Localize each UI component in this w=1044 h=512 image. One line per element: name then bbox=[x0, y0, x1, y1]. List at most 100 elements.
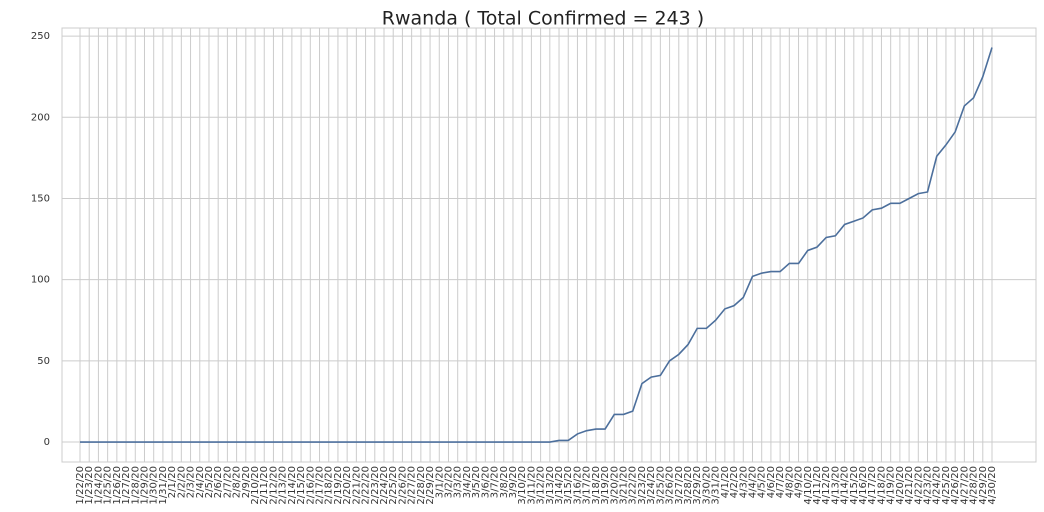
x-tick-label: 4/12/20 bbox=[821, 466, 832, 505]
x-tick-label: 3/24/20 bbox=[646, 466, 657, 505]
x-tick-label: 3/10/20 bbox=[517, 466, 528, 505]
x-tick-label: 2/29/20 bbox=[425, 466, 436, 505]
x-tick-label: 4/6/20 bbox=[766, 466, 777, 498]
x-tick-label: 2/13/20 bbox=[278, 466, 289, 505]
x-tick-label: 2/14/20 bbox=[287, 466, 298, 505]
x-tick-label: 3/13/20 bbox=[545, 466, 556, 505]
chart-title: Rwanda ( Total Confirmed = 243 ) bbox=[382, 8, 704, 30]
x-tick-label: 4/5/20 bbox=[757, 466, 768, 498]
x-tick-label: 3/21/20 bbox=[619, 466, 630, 505]
x-tick-label: 4/14/20 bbox=[840, 466, 851, 505]
x-tick-label: 4/25/20 bbox=[941, 466, 952, 505]
x-tick-label: 3/26/20 bbox=[665, 466, 676, 505]
x-tick-label: 1/27/20 bbox=[121, 466, 132, 505]
x-tick-label: 4/16/20 bbox=[858, 466, 869, 505]
x-tick-label: 1/28/20 bbox=[130, 466, 141, 505]
x-tick-label: 3/29/20 bbox=[692, 466, 703, 505]
x-tick-label: 1/30/20 bbox=[149, 466, 160, 505]
x-tick-label: 3/28/20 bbox=[683, 466, 694, 505]
x-tick-label: 4/22/20 bbox=[913, 466, 924, 505]
x-tick-label: 2/21/20 bbox=[351, 466, 362, 505]
x-tick-label: 3/31/20 bbox=[711, 466, 722, 505]
x-tick-label: 4/29/20 bbox=[978, 466, 989, 505]
x-tick-label: 1/29/20 bbox=[139, 466, 150, 505]
x-tick-label: 3/18/20 bbox=[591, 466, 602, 505]
x-tick-label: 1/26/20 bbox=[112, 466, 123, 505]
x-tick-label: 3/23/20 bbox=[637, 466, 648, 505]
x-tick-label: 4/24/20 bbox=[932, 466, 943, 505]
x-tick-label: 4/18/20 bbox=[876, 466, 887, 505]
x-tick-label: 4/17/20 bbox=[867, 466, 878, 505]
y-tick-label: 150 bbox=[31, 193, 50, 204]
x-tick-label: 2/7/20 bbox=[222, 466, 233, 498]
x-tick-label: 4/21/20 bbox=[904, 466, 915, 505]
y-tick-label: 100 bbox=[31, 275, 50, 286]
x-tick-label: 3/19/20 bbox=[600, 466, 611, 505]
x-tick-label: 4/1/20 bbox=[720, 466, 731, 498]
x-tick-label: 2/15/20 bbox=[296, 466, 307, 505]
y-tick-label: 0 bbox=[44, 437, 50, 448]
x-tick-label: 2/2/20 bbox=[176, 466, 187, 498]
x-tick-label: 4/27/20 bbox=[959, 466, 970, 505]
x-tick-label: 3/16/20 bbox=[572, 466, 583, 505]
x-tick-label: 2/25/20 bbox=[388, 466, 399, 505]
x-tick-label: 4/13/20 bbox=[830, 466, 841, 505]
y-tick-label: 250 bbox=[31, 31, 50, 42]
x-tick-label: 2/11/20 bbox=[259, 466, 270, 505]
x-tick-label: 2/9/20 bbox=[241, 466, 252, 498]
x-tick-label: 2/27/20 bbox=[407, 466, 418, 505]
x-tick-label: 3/30/20 bbox=[701, 466, 712, 505]
x-tick-label: 2/17/20 bbox=[315, 466, 326, 505]
x-tick-label: 4/10/20 bbox=[803, 466, 814, 505]
x-tick-label: 2/1/20 bbox=[167, 466, 178, 498]
x-tick-label: 1/24/20 bbox=[93, 466, 104, 505]
x-tick-label: 4/23/20 bbox=[923, 466, 934, 505]
x-tick-label: 3/6/20 bbox=[480, 466, 491, 498]
x-tick-label: 2/26/20 bbox=[397, 466, 408, 505]
x-tick-label: 4/3/20 bbox=[738, 466, 749, 498]
x-tick-label: 4/26/20 bbox=[950, 466, 961, 505]
x-tick-label: 3/8/20 bbox=[499, 466, 510, 498]
y-tick-label: 50 bbox=[37, 356, 50, 367]
x-tick-label: 4/20/20 bbox=[895, 466, 906, 505]
x-tick-label: 4/15/20 bbox=[849, 466, 860, 505]
x-tick-label: 4/2/20 bbox=[729, 466, 740, 498]
x-tick-label: 3/27/20 bbox=[674, 466, 685, 505]
x-tick-label: 1/23/20 bbox=[84, 466, 95, 505]
data-line bbox=[80, 47, 993, 443]
x-tick-label: 4/4/20 bbox=[747, 466, 758, 498]
x-tick-label: 1/31/20 bbox=[158, 466, 169, 505]
x-tick-label: 3/25/20 bbox=[655, 466, 666, 505]
x-tick-label: 2/8/20 bbox=[232, 466, 243, 498]
x-tick-label: 2/23/20 bbox=[370, 466, 381, 505]
x-tick-label: 4/8/20 bbox=[784, 466, 795, 498]
x-tick-label: 2/4/20 bbox=[195, 466, 206, 498]
x-tick-label: 2/20/20 bbox=[342, 466, 353, 505]
x-tick-label: 1/25/20 bbox=[103, 466, 114, 505]
x-tick-label: 2/6/20 bbox=[213, 466, 224, 498]
x-tick-label: 2/28/20 bbox=[416, 466, 427, 505]
x-tick-label: 3/15/20 bbox=[563, 466, 574, 505]
y-tick-label: 200 bbox=[31, 112, 50, 123]
x-tick-label: 2/18/20 bbox=[324, 466, 335, 505]
x-tick-label: 3/9/20 bbox=[508, 466, 519, 498]
x-tick-label: 4/9/20 bbox=[794, 466, 805, 498]
x-tick-label: 2/22/20 bbox=[361, 466, 372, 505]
x-tick-label: 1/22/20 bbox=[75, 466, 86, 505]
x-tick-label: 3/1/20 bbox=[434, 466, 445, 498]
x-tick-label: 4/11/20 bbox=[812, 466, 823, 505]
x-tick-label: 2/3/20 bbox=[186, 466, 197, 498]
x-tick-label: 3/20/20 bbox=[609, 466, 620, 505]
x-tick-label: 3/12/20 bbox=[536, 466, 547, 505]
x-tick-label: 2/10/20 bbox=[250, 466, 261, 505]
x-tick-label: 2/24/20 bbox=[379, 466, 390, 505]
x-tick-label: 2/5/20 bbox=[204, 466, 215, 498]
x-tick-label: 2/16/20 bbox=[305, 466, 316, 505]
x-tick-label: 3/17/20 bbox=[582, 466, 593, 505]
x-tick-label: 4/19/20 bbox=[886, 466, 897, 505]
x-tick-label: 2/12/20 bbox=[268, 466, 279, 505]
x-tick-label: 3/22/20 bbox=[628, 466, 639, 505]
x-tick-label: 3/3/20 bbox=[453, 466, 464, 498]
x-tick-label: 3/14/20 bbox=[554, 466, 565, 505]
